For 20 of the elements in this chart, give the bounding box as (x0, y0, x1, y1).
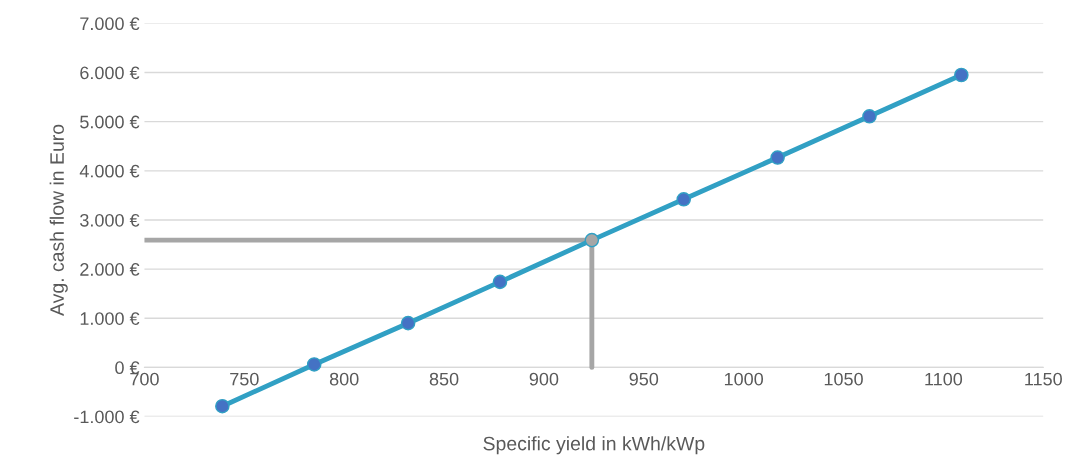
x-tick-label: 800 (329, 372, 359, 386)
x-tick-label: 1050 (824, 372, 863, 386)
x-tick-label: 900 (529, 372, 559, 386)
x-tick-label: 1000 (724, 372, 764, 386)
y-tick-label: -1.000 € (74, 410, 140, 424)
x-tick-label: 1150 (1025, 372, 1062, 386)
x-tick-label: 850 (429, 372, 459, 386)
x-tick-label: 1100 (925, 372, 963, 386)
y-tick-label: 2.000 € (80, 263, 140, 276)
x-axis-title: Specific yield in kWh/kWp (483, 436, 705, 455)
x-tick-label: 700 (130, 372, 159, 386)
y-tick-label: 5.000 € (80, 115, 140, 129)
y-tick-label: 6.000 € (80, 66, 140, 80)
y-tick-label: 1.000 € (80, 312, 140, 325)
x-tick-label: 750 (230, 372, 259, 386)
y-axis-title: Avg. cash flow in Euro (49, 124, 68, 316)
y-tick-label: 4.000 € (79, 164, 140, 178)
x-tick-label: 950 (629, 372, 659, 386)
y-tick-label: 7.000 € (80, 17, 140, 31)
y-tick-label: 3.000 € (80, 213, 140, 227)
